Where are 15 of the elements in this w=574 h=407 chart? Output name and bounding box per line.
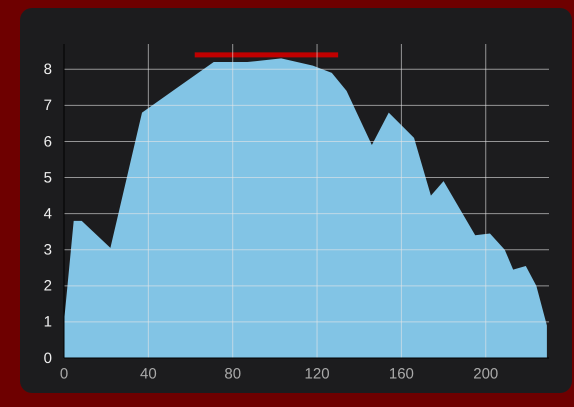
x-tick-label: 0 <box>60 366 68 383</box>
y-tick-label: 7 <box>44 97 52 114</box>
y-tick-label: 8 <box>44 61 52 78</box>
y-tick-label: 0 <box>44 350 52 367</box>
x-tick-label: 120 <box>304 366 330 383</box>
y-tick-label: 3 <box>44 242 52 259</box>
x-tick-label: 80 <box>224 366 242 383</box>
y-tick-label: 6 <box>44 133 52 150</box>
y-tick-label: 1 <box>44 314 52 331</box>
y-tick-label: 4 <box>44 205 52 222</box>
x-tick-label: 200 <box>473 366 498 383</box>
y-tick-label: 2 <box>44 278 52 295</box>
x-tick-label: 160 <box>388 366 414 383</box>
x-tick-label: 40 <box>140 366 157 383</box>
y-tick-label: 5 <box>44 169 52 186</box>
